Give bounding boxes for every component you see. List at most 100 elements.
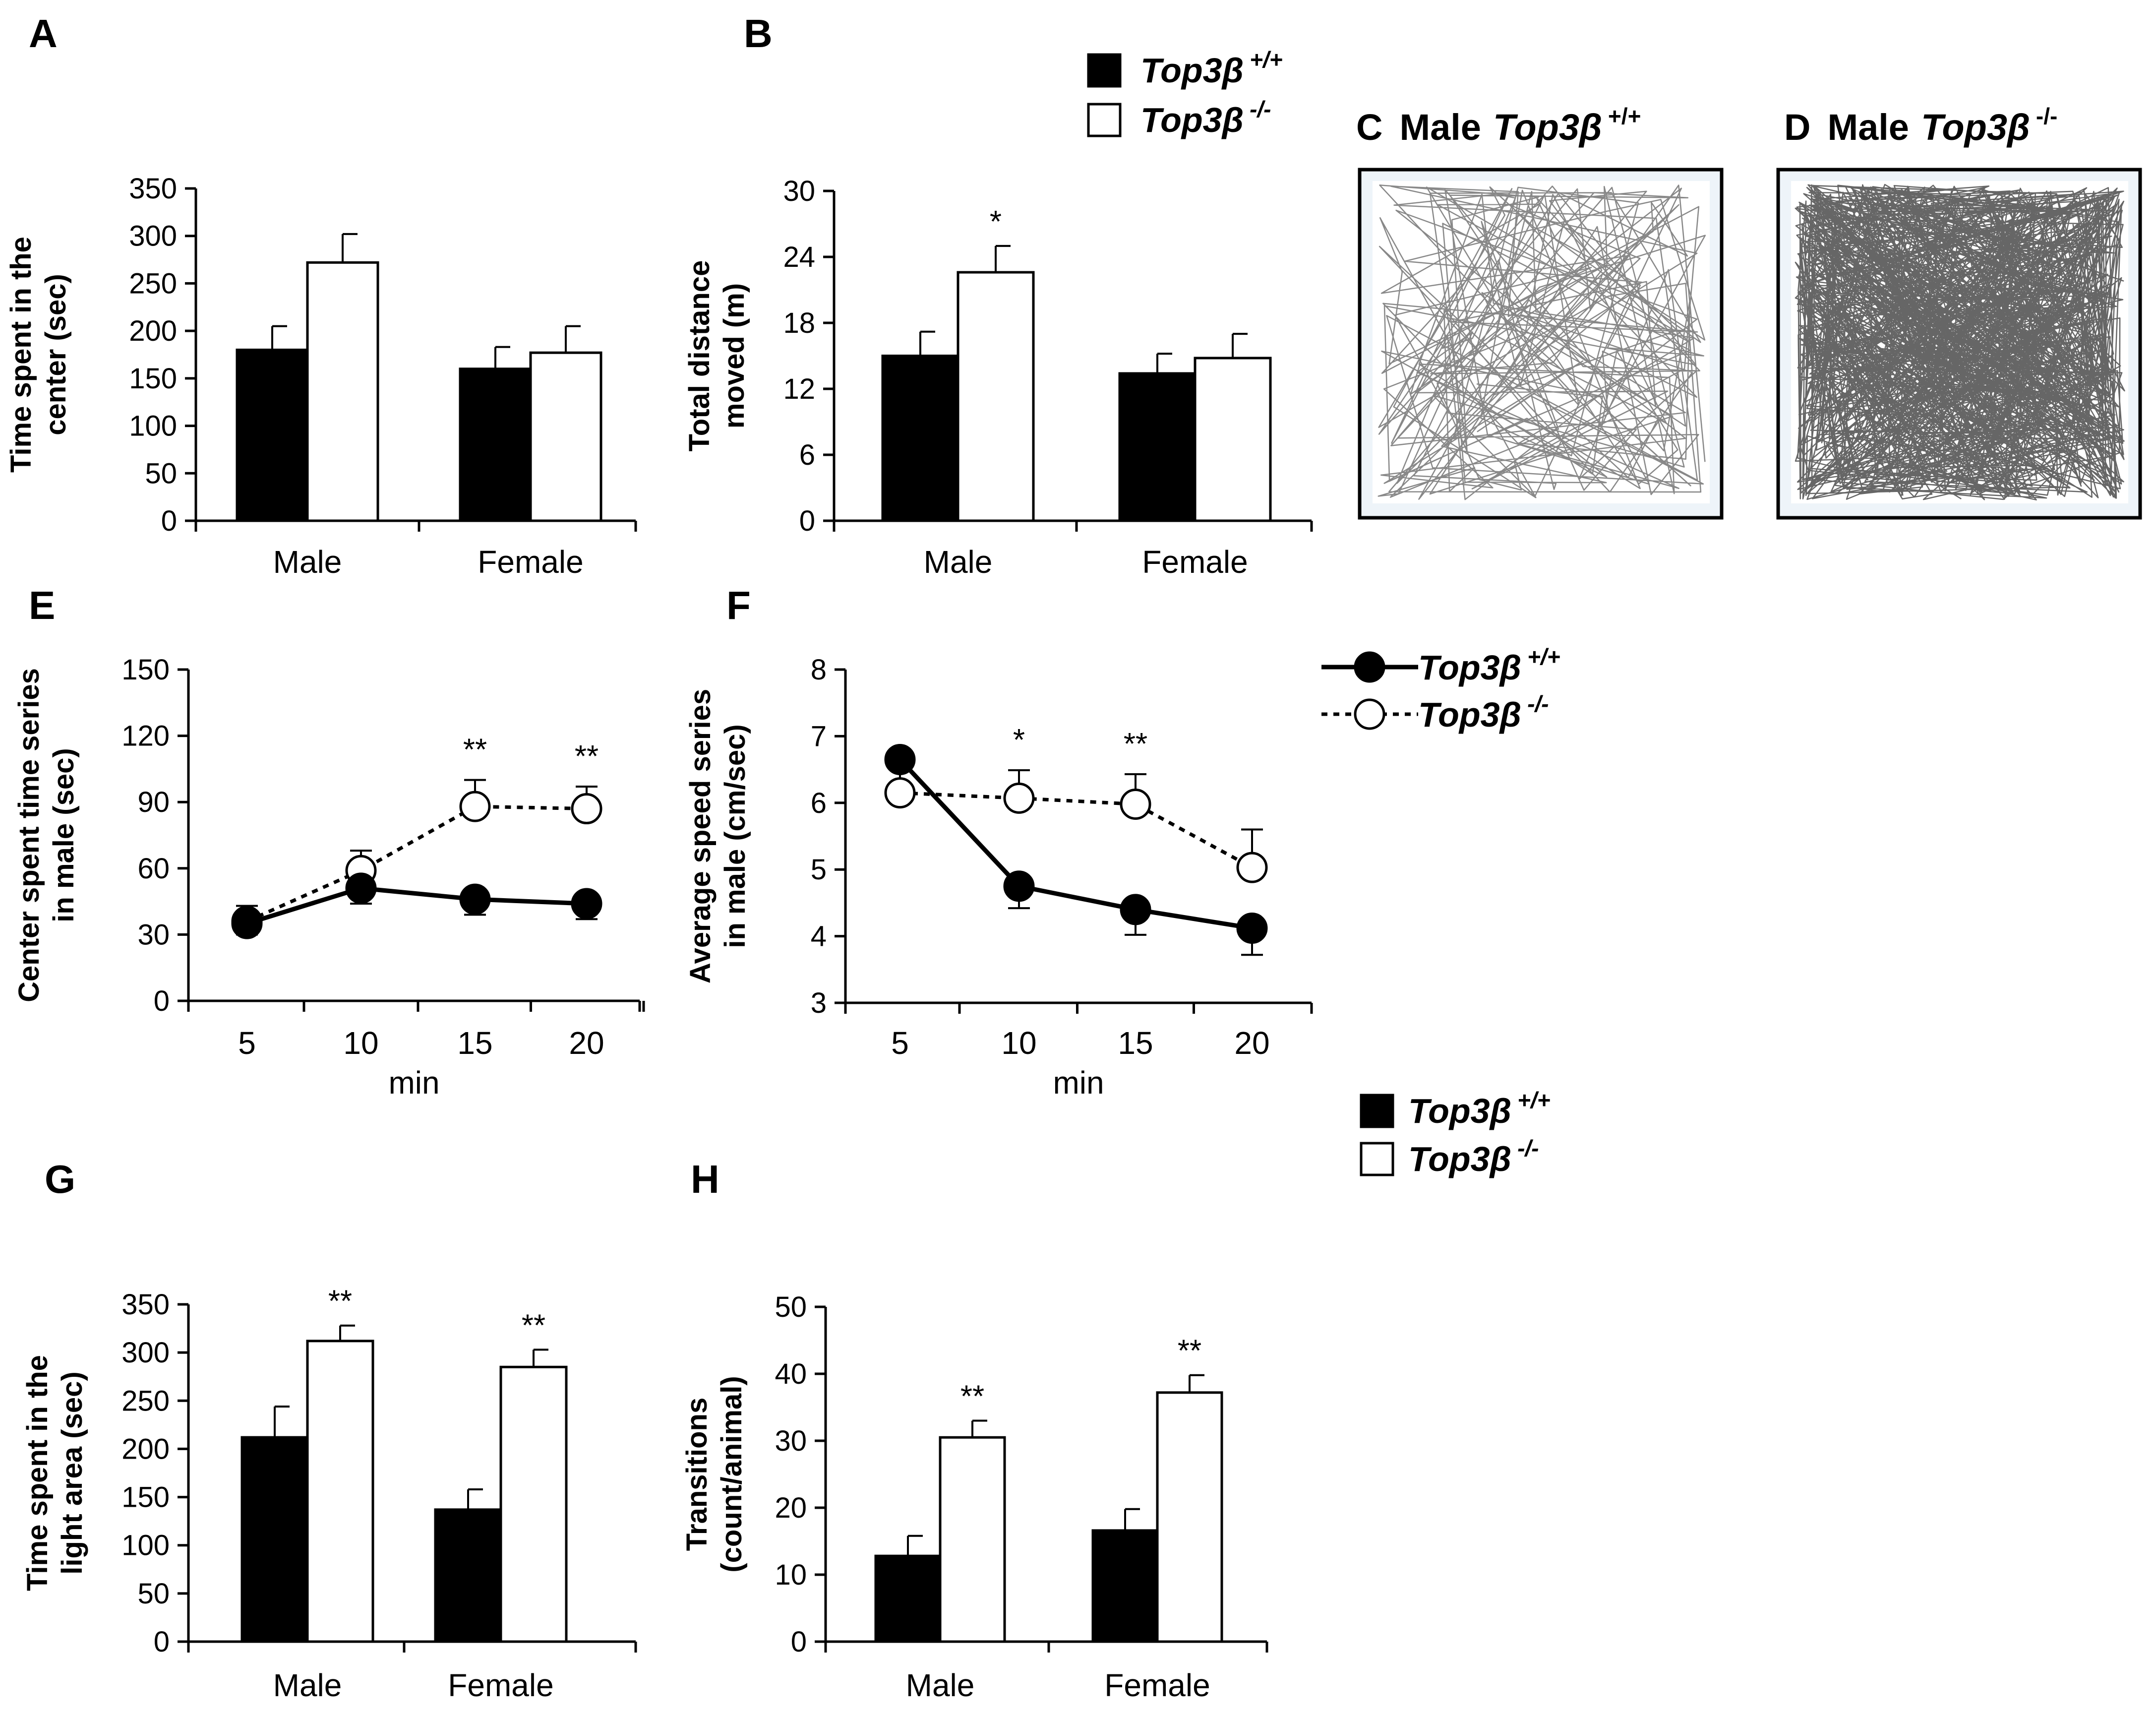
- panel-e-point-0-0: [231, 908, 263, 939]
- panel-b-y-axis-title-line-0: Total distance: [683, 260, 716, 452]
- panel-b-y-tick-label-0: 0: [799, 505, 815, 537]
- panel-f-panel-letter: F: [726, 583, 751, 627]
- panel-h-y-tick-label-1: 10: [775, 1559, 807, 1591]
- panel-g-bar-0-1: [306, 1340, 374, 1643]
- panel-a-y-tick-label-0: 0: [161, 505, 177, 537]
- panel-e-point-1-3: [571, 793, 602, 825]
- panel-h-bar-1-0: [1091, 1529, 1159, 1643]
- panel-h-x-tick-label-0: Male: [906, 1667, 975, 1703]
- panel-e-y-axis-title-line-0: Center spent time series: [13, 668, 45, 1002]
- panel-f-y-tick-label-2: 5: [811, 854, 827, 886]
- panel-g-bar-0-0: [240, 1436, 309, 1643]
- legend-bottom-sup-wt: +/+: [1517, 1087, 1551, 1113]
- panel-f-point-1-3: [1236, 852, 1268, 883]
- legend-bottom: Top3β +/+ Top3β -/-: [1360, 1087, 1551, 1178]
- panel-g-y-tick-label-4: 200: [121, 1433, 170, 1465]
- arena-d-track: [1795, 184, 2125, 501]
- arena-c-track: [1377, 184, 1706, 500]
- panel-e-point-1-2: [459, 791, 491, 822]
- panel-b-bar-1-1: [1194, 357, 1272, 522]
- panel-h-x-tick-label-1: Female: [1104, 1667, 1210, 1703]
- panel-a-y-tick-label-3: 150: [129, 363, 177, 395]
- legend-bottom-swatch-ko: [1360, 1142, 1394, 1176]
- panel-e-point-0-2: [459, 883, 491, 915]
- legend-bottom-label-ko: Top3β: [1408, 1140, 1511, 1178]
- panel-f-point-0-3: [1236, 912, 1268, 944]
- panel-b-x-tick-label-1: Female: [1142, 544, 1248, 580]
- panel-d-letter: D: [1784, 107, 1810, 148]
- svg-text:Top3β-/-: Top3β -/-: [1418, 691, 1549, 734]
- panel-e-y-axis-title: Center spent time seriesin male (sec): [13, 668, 80, 1002]
- panel-h-y-axis-title-line-0: Transitions: [681, 1398, 713, 1551]
- legend-line-sup-ko: -/-: [1527, 691, 1549, 717]
- panel-a-bar-chart: A 0 50 100 150 200 250 300 350 Time spent in thec…: [5, 11, 637, 580]
- legend-bottom-sup-ko: -/-: [1517, 1135, 1539, 1161]
- panel-h-y-axis-title-line-1: (count/animal): [716, 1376, 748, 1572]
- panel-f-x-tick-label-1: 10: [1001, 1025, 1036, 1061]
- panel-f-series-line-0: [898, 758, 1253, 930]
- panel-a-y-tick-label-2: 100: [129, 410, 177, 442]
- panel-f-y-tick-label-4: 7: [811, 720, 827, 752]
- panel-g-y-axis-title: Time spent in thelight area (sec): [21, 1355, 88, 1591]
- panel-e-sig-3: **: [575, 739, 599, 774]
- panel-e-point-0-3: [571, 888, 602, 920]
- panel-f-point-0-1: [1003, 870, 1035, 902]
- panel-g-bar-chart: G 0 50 100 150 200 250 300 350 Time spent in thel…: [21, 1157, 637, 1703]
- legend-top-sup-ko: -/-: [1250, 96, 1271, 122]
- panel-b-x-tick-label-0: Male: [924, 544, 993, 580]
- panel-g-y-tick-label-2: 100: [121, 1530, 170, 1562]
- panel-g-y-axis-title-line-0: Time spent in the: [21, 1355, 54, 1591]
- svg-text:Top3β-/-: Top3β -/-: [1140, 96, 1271, 139]
- panel-h-bar-1-1: [1156, 1391, 1223, 1643]
- legend-top-sup-wt: +/+: [1250, 47, 1283, 72]
- panel-g-y-tick-label-1: 50: [137, 1578, 170, 1610]
- panel-g-y-axis-title-line-1: light area (sec): [56, 1371, 88, 1574]
- panel-h-panel-letter: H: [691, 1157, 719, 1201]
- panel-c-genotype: Top3β: [1493, 107, 1602, 148]
- panel-a-x-tick-label-0: Male: [273, 544, 342, 580]
- panel-h-y-tick-label-3: 30: [775, 1425, 807, 1457]
- legend-line-marker-ko: [1354, 698, 1385, 730]
- panel-f-y-tick-label-3: 6: [811, 787, 827, 819]
- panel-a-y-tick-label-1: 50: [145, 457, 177, 490]
- panel-g-sig-0-1: **: [328, 1285, 352, 1319]
- legend-top-swatch-ko: [1087, 103, 1122, 137]
- panel-e-panel-letter: E: [29, 583, 55, 627]
- panel-e-y-tick-label-0: 0: [154, 985, 170, 1017]
- panel-a-y-tick-label-5: 250: [129, 267, 177, 300]
- panel-h-y-axis-title: Transitions(count/animal): [681, 1376, 748, 1572]
- legend-line-sup-wt: +/+: [1527, 644, 1560, 670]
- legend-top-swatch-wt: [1087, 53, 1122, 88]
- panel-h-y-tick-label-0: 0: [791, 1626, 807, 1658]
- legend-bottom-swatch-wt: [1360, 1094, 1394, 1128]
- panel-c-letter: C: [1356, 107, 1382, 148]
- panel-e-x-axis-title: min: [388, 1065, 439, 1101]
- panel-d: D Male Top3β -/-: [1776, 103, 2142, 520]
- panel-a-bar-0-1: [306, 261, 379, 522]
- svg-text:Top3β+/+: Top3β +/+: [1408, 1087, 1551, 1130]
- panel-b-bar-0-1: [957, 271, 1035, 522]
- panel-f-x-tick-label-2: 15: [1118, 1025, 1153, 1061]
- panel-f-sig-1: *: [1013, 723, 1025, 757]
- panel-a-bar-0-0: [236, 348, 309, 522]
- legend-bottom-label-wt: Top3β: [1408, 1092, 1511, 1130]
- panel-d-sup: -/-: [2036, 103, 2057, 129]
- panel-f-line-chart: F 3 4 5 6 7 8 Average speed seriesin male (cm/s…: [684, 583, 1313, 1101]
- legend-line-label-wt: Top3β: [1418, 648, 1521, 687]
- panel-f-sig-2: **: [1124, 727, 1147, 761]
- panel-g-sig-1-1: **: [522, 1308, 545, 1343]
- panel-b-bar-1-0: [1118, 372, 1197, 522]
- legend-line-marker-wt: [1354, 651, 1385, 683]
- panel-f-point-1-2: [1120, 788, 1151, 820]
- panel-g-x-tick-label-0: Male: [273, 1667, 342, 1703]
- panel-h-sig-0-1: **: [960, 1380, 984, 1414]
- panel-g-bar-1-0: [434, 1508, 502, 1643]
- panel-a-y-axis-title-line-1: center (sec): [40, 274, 72, 435]
- svg-text:Top3β-/-: Top3β -/-: [1408, 1135, 1539, 1178]
- panel-e-x-tick-label-1: 10: [343, 1025, 378, 1061]
- panel-e-sig-2: **: [463, 733, 487, 767]
- panel-f-x-tick-label-3: 20: [1234, 1025, 1269, 1061]
